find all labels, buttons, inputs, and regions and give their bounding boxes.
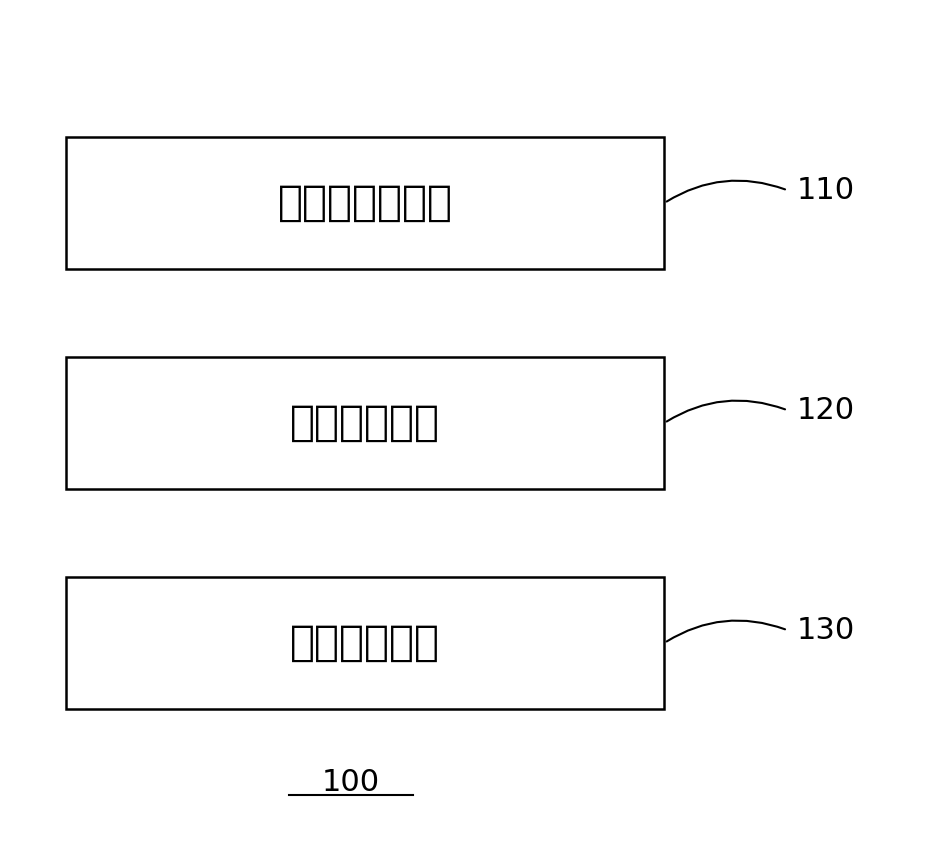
Text: 130: 130 xyxy=(797,616,855,645)
Text: 100: 100 xyxy=(322,768,381,797)
FancyArrowPatch shape xyxy=(666,621,785,641)
Text: 个性化分析模块: 个性化分析模块 xyxy=(278,182,453,224)
Text: 建议生成模块: 建议生成模块 xyxy=(290,402,440,444)
Text: 120: 120 xyxy=(797,396,855,425)
FancyArrowPatch shape xyxy=(666,401,785,421)
Bar xyxy=(66,578,664,709)
Text: 建议优化模块: 建议优化模块 xyxy=(290,622,440,664)
Bar xyxy=(66,357,664,489)
Text: 110: 110 xyxy=(797,176,855,205)
FancyArrowPatch shape xyxy=(666,181,785,201)
Bar xyxy=(66,138,664,269)
